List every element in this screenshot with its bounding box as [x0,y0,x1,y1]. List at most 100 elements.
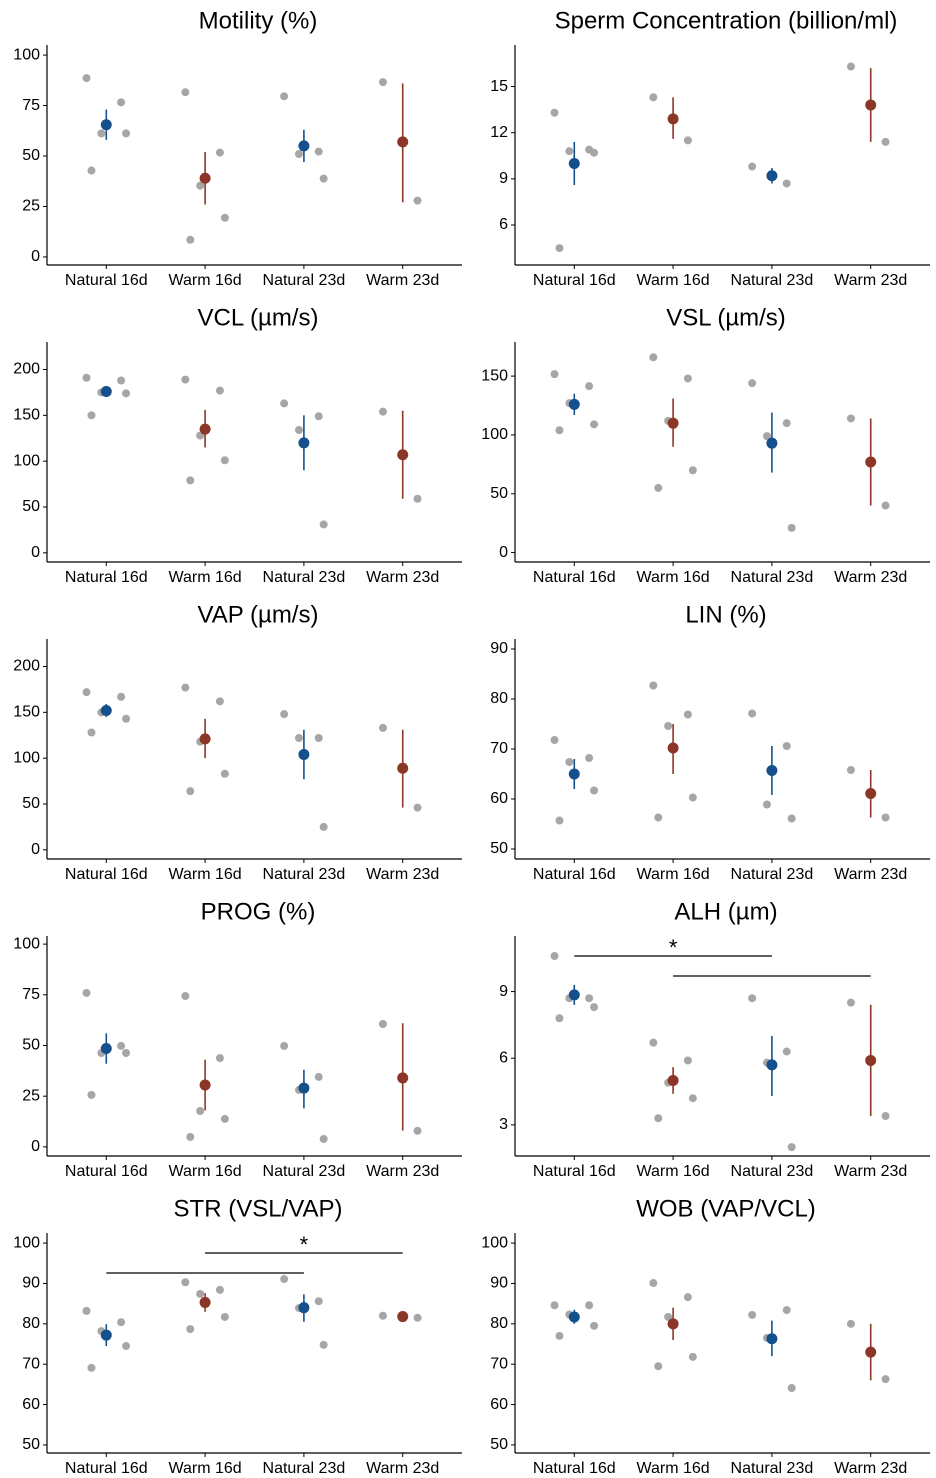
y-tick-label: 200 [13,658,40,675]
x-tick-label: Natural 16d [65,1163,148,1180]
data-point [683,1293,692,1302]
mean-point [100,1043,112,1055]
data-point [378,78,387,87]
y-tick-label: 25 [22,1087,40,1104]
data-point [881,813,890,822]
mean-point [568,398,580,410]
x-tick-label: Natural 16d [65,866,148,883]
data-point [319,822,328,831]
x-tick-label: Warm 16d [636,569,709,586]
mean-point [766,437,778,449]
y-tick-label: 70 [490,1355,508,1372]
data-point [378,1311,387,1320]
x-tick-label: Warm 16d [168,1163,241,1180]
y-tick-label: 60 [22,1396,40,1413]
data-point [186,1325,195,1334]
data-point [87,166,96,175]
data-point [220,1114,229,1123]
data-point [590,1003,599,1012]
data-point [748,162,757,171]
mean-point [766,1059,778,1071]
significance-label: * [300,1232,309,1257]
data-point [215,1054,224,1063]
y-tick-label: 3 [499,1116,508,1133]
data-point [413,196,422,205]
data-point [215,148,224,157]
data-point [654,1362,663,1371]
data-point [550,370,559,379]
x-tick-label: Natural 23d [263,866,346,883]
y-tick-label: 200 [13,361,40,378]
x-tick-label: Natural 16d [533,1460,616,1477]
y-tick-label: 100 [13,452,40,469]
data-point [196,1106,205,1115]
panel-title: Motility (%) [199,7,318,34]
y-tick-label: 9 [499,983,508,1000]
data-point [117,1318,126,1327]
mean-point [298,1302,310,1314]
data-point [649,1038,658,1047]
data-point [82,1306,91,1315]
x-tick-label: Warm 16d [636,1460,709,1477]
y-tick-label: 60 [490,790,508,807]
y-tick-label: 50 [22,498,40,515]
x-tick-label: Warm 23d [834,866,907,883]
data-point [186,787,195,796]
data-point [215,697,224,706]
data-point [787,1143,796,1152]
data-point [314,1072,323,1081]
mean-point [568,768,580,780]
panel-title: WOB (VAP/VCL) [636,1195,816,1222]
data-point [649,681,658,690]
y-tick-label: 50 [22,1037,40,1054]
data-point [881,137,890,146]
data-point [314,1297,323,1306]
data-point [220,213,229,222]
x-tick-label: Warm 16d [636,866,709,883]
mean-point [199,733,211,745]
panel-title: VCL (µm/s) [198,304,319,331]
data-point [585,754,594,762]
data-point [555,426,564,435]
mean-point [100,1329,112,1341]
data-point [181,992,190,1001]
data-point [97,129,106,138]
data-point [787,1384,796,1393]
mean-point [865,99,877,111]
data-point [413,1126,422,1135]
data-point [654,483,663,492]
mean-point [397,136,409,148]
y-tick-label: 0 [31,544,40,561]
mean-point [298,749,310,760]
mean-point [667,1074,679,1086]
y-tick-label: 150 [13,704,40,721]
y-tick-label: 75 [22,986,40,1003]
data-point [280,710,289,719]
x-tick-label: Warm 23d [834,1163,907,1180]
x-tick-label: Warm 23d [834,272,907,289]
data-point [590,420,599,429]
panel-title: VAP (µm/s) [198,601,319,628]
data-point [294,734,303,742]
data-point [87,411,96,420]
x-tick-label: Natural 23d [731,569,814,586]
data-point [181,683,190,692]
data-point [122,714,131,723]
y-tick-label: 9 [499,170,508,187]
y-tick-label: 90 [490,1275,508,1292]
data-point [220,456,229,465]
data-point [220,769,229,778]
mean-point [199,423,211,435]
mean-point [199,1079,211,1091]
mean-point [100,386,112,397]
mean-point [865,1054,877,1066]
x-tick-label: Warm 16d [168,866,241,883]
x-tick-label: Warm 23d [834,569,907,586]
data-point [413,494,422,503]
data-point [215,1285,224,1294]
mean-point [667,1318,679,1330]
y-tick-label: 6 [499,1049,508,1066]
data-point [565,758,574,766]
y-tick-label: 50 [490,840,508,857]
y-tick-label: 100 [13,749,40,766]
